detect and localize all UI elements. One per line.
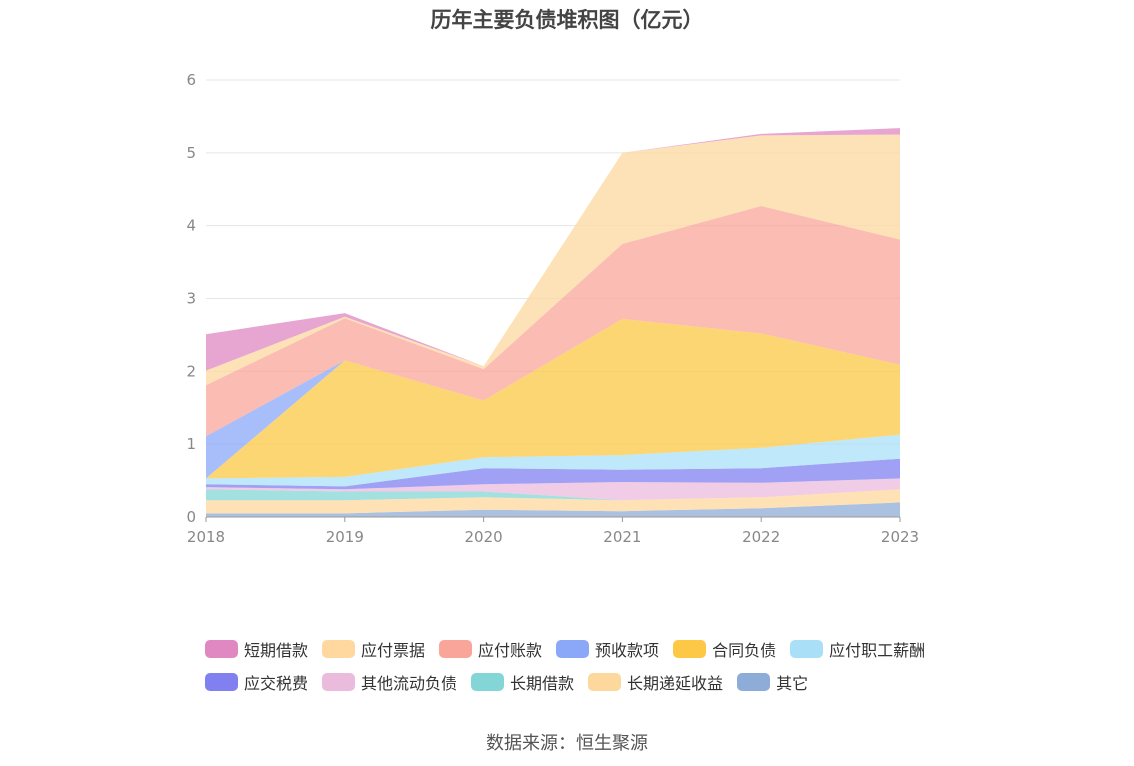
legend-label: 长期借款 — [510, 673, 575, 693]
legend-swatch — [588, 672, 622, 691]
legend-label: 应付职工薪酬 — [829, 640, 926, 660]
legend-label: 其它 — [776, 673, 809, 693]
area-series-1 — [206, 489, 900, 514]
legend-label: 短期借款 — [244, 640, 309, 660]
legend-label: 应交税费 — [244, 673, 309, 693]
legend-label: 长期递延收益 — [627, 673, 724, 693]
axes: 0 1 2 3 4 5 6 2018 2019 2020 2021 2022 2023 — [186, 71, 919, 546]
y-tick-label: 5 — [186, 144, 196, 162]
legend-swatch — [205, 639, 238, 658]
legend-item[interactable]: 合同负债 — [673, 637, 776, 661]
legend-swatch — [471, 672, 505, 691]
area-series-5 — [206, 434, 900, 487]
x-tick-label: 2023 — [881, 528, 919, 546]
legend-swatch — [737, 672, 771, 691]
x-tick-label: 2022 — [742, 528, 780, 546]
source-note: 数据来源：恒生聚源 — [486, 733, 648, 754]
legend-item[interactable]: 应付票据 — [322, 637, 425, 661]
stacked-area-chart: 0 1 2 3 4 5 6 2018 2019 2020 2021 2022 2023 — [186, 71, 919, 546]
legend-swatch — [322, 639, 356, 658]
area-series-8 — [206, 206, 900, 437]
legend-item[interactable]: 短期借款 — [205, 637, 308, 661]
legend-item[interactable]: 长期递延收益 — [588, 670, 723, 694]
legend-label: 其他流动负债 — [361, 673, 458, 693]
legend-item[interactable]: 长期借款 — [471, 670, 574, 694]
legend-label: 预收款项 — [595, 640, 660, 660]
legend-label: 应付账款 — [478, 640, 543, 660]
area-series-3 — [206, 478, 900, 501]
y-tick-label: 6 — [186, 71, 196, 89]
legend-swatch — [439, 639, 473, 658]
area-series-6 — [206, 318, 900, 479]
x-tick-label: 2021 — [603, 528, 641, 546]
legend-item[interactable]: 应付职工薪酬 — [790, 637, 925, 661]
y-tick-label: 4 — [186, 217, 196, 235]
x-tick-label: 2018 — [187, 528, 225, 546]
legend: 短期借款 应付票据 应付账款 预收款项 合同负债 应付职工薪酬应交税费 其他流动负债 长期借款… — [205, 632, 965, 698]
legend-label: 合同负债 — [712, 640, 777, 660]
legend-swatch — [205, 672, 238, 691]
legend-row: 应交税费 其他流动负债 长期借款 长期递延收益 其它 — [205, 665, 965, 698]
legend-swatch — [556, 639, 590, 658]
area-series-0 — [206, 502, 900, 517]
legend-swatch — [673, 639, 707, 658]
legend-item[interactable]: 预收款项 — [556, 637, 659, 661]
legend-swatch — [790, 639, 824, 658]
x-tick-label: 2020 — [465, 528, 503, 546]
y-tick-label: 3 — [186, 290, 196, 308]
x-tick-label: 2019 — [326, 528, 364, 546]
y-tick-label: 0 — [186, 508, 196, 526]
area-series — [206, 128, 900, 517]
area-series-9 — [206, 134, 900, 386]
legend-swatch — [322, 672, 356, 691]
legend-item[interactable]: 应交税费 — [205, 670, 308, 694]
legend-item[interactable]: 应付账款 — [439, 637, 542, 661]
legend-item[interactable]: 其它 — [737, 670, 808, 694]
legend-item[interactable]: 其他流动负债 — [322, 670, 457, 694]
y-tick-label: 1 — [186, 435, 196, 453]
chart-title: 历年主要负债堆积图（亿元） — [430, 8, 704, 32]
area-series-2 — [206, 489, 900, 501]
legend-row: 短期借款 应付票据 应付账款 预收款项 合同负债 应付职工薪酬 — [205, 632, 965, 665]
y-tick-label: 2 — [186, 362, 196, 380]
legend-label: 应付票据 — [361, 640, 426, 660]
area-series-4 — [206, 458, 900, 490]
